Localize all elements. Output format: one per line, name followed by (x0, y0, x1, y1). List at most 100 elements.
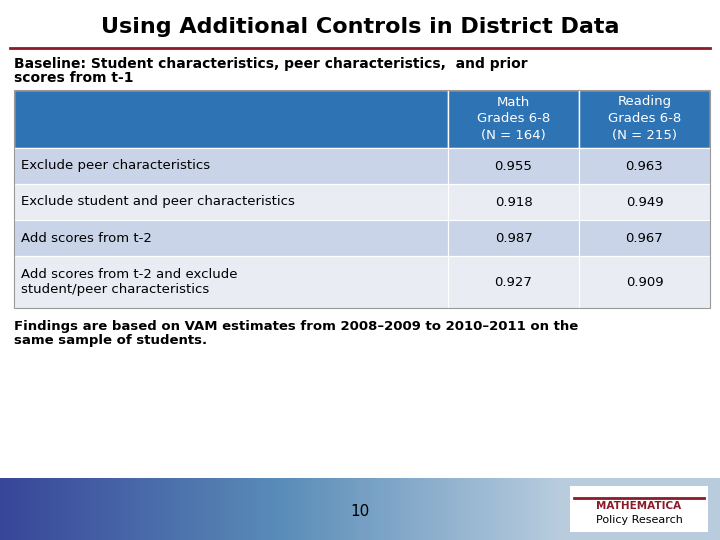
Bar (297, 478, 300, 540)
Bar (114, 478, 117, 540)
Bar (538, 478, 541, 540)
Bar (196, 478, 199, 540)
Bar (271, 478, 274, 540)
Bar (516, 478, 518, 540)
Bar (269, 478, 271, 540)
Bar (384, 478, 387, 540)
Bar (95, 478, 98, 540)
Bar (73, 478, 76, 540)
Bar (412, 478, 415, 540)
Bar (541, 478, 543, 540)
Bar (14, 184, 448, 220)
Bar (274, 478, 277, 540)
Bar (59, 478, 62, 540)
Bar (107, 478, 109, 540)
Bar (476, 478, 479, 540)
Bar (437, 478, 440, 540)
Bar (397, 478, 400, 540)
Bar (459, 478, 462, 540)
Bar (76, 478, 78, 540)
Bar (560, 478, 720, 540)
Bar (37, 478, 39, 540)
Bar (325, 478, 328, 540)
Bar (14, 90, 448, 148)
Bar (479, 478, 482, 540)
Bar (160, 478, 163, 540)
Bar (165, 478, 168, 540)
Bar (258, 478, 261, 540)
Bar (53, 478, 56, 540)
Bar (135, 478, 138, 540)
Bar (291, 478, 294, 540)
Text: 0.949: 0.949 (626, 195, 663, 208)
Bar (98, 478, 101, 540)
Bar (240, 478, 243, 540)
Bar (62, 478, 64, 540)
Bar (163, 478, 165, 540)
Bar (314, 478, 316, 540)
Bar (403, 478, 406, 540)
Bar (176, 478, 179, 540)
Text: Reading
Grades 6-8
(N = 215): Reading Grades 6-8 (N = 215) (608, 96, 681, 143)
Bar (366, 478, 369, 540)
Text: Findings are based on VAM estimates from 2008–2009 to 2010–2011 on the: Findings are based on VAM estimates from… (14, 320, 578, 333)
Text: scores from t-1: scores from t-1 (14, 71, 133, 85)
Bar (316, 478, 319, 540)
Bar (456, 478, 459, 540)
Bar (333, 478, 336, 540)
Bar (448, 256, 579, 308)
Bar (22, 478, 25, 540)
Bar (215, 478, 218, 540)
Bar (482, 478, 485, 540)
Bar (529, 478, 532, 540)
Bar (308, 478, 311, 540)
Bar (473, 478, 476, 540)
Text: same sample of students.: same sample of students. (14, 334, 207, 347)
Bar (151, 478, 154, 540)
Bar (470, 478, 473, 540)
Bar (117, 478, 120, 540)
Bar (145, 478, 148, 540)
Bar (305, 478, 308, 540)
Bar (154, 478, 157, 540)
Bar (523, 478, 526, 540)
Bar (210, 478, 213, 540)
Bar (104, 478, 107, 540)
Bar (9, 478, 12, 540)
Bar (243, 478, 246, 540)
Bar (204, 478, 207, 540)
Bar (428, 478, 431, 540)
Bar (45, 478, 48, 540)
Bar (31, 478, 34, 540)
Bar (14, 148, 448, 184)
Bar (174, 478, 176, 540)
Bar (507, 478, 510, 540)
Bar (112, 478, 114, 540)
Bar (70, 478, 73, 540)
Bar (185, 478, 188, 540)
Bar (579, 184, 710, 220)
Bar (233, 478, 235, 540)
Bar (381, 478, 384, 540)
Text: Exclude peer characteristics: Exclude peer characteristics (21, 159, 210, 172)
Bar (266, 478, 269, 540)
Bar (3, 478, 6, 540)
Bar (359, 478, 361, 540)
Bar (0, 478, 3, 540)
Bar (554, 478, 557, 540)
Text: 0.963: 0.963 (626, 159, 663, 172)
Bar (92, 478, 95, 540)
Bar (199, 478, 202, 540)
Bar (311, 478, 314, 540)
Bar (193, 478, 196, 540)
Bar (264, 478, 266, 540)
Text: 0.918: 0.918 (495, 195, 532, 208)
Bar (579, 90, 710, 148)
Bar (157, 478, 160, 540)
Bar (364, 478, 366, 540)
Bar (148, 478, 151, 540)
Bar (171, 478, 174, 540)
Bar (48, 478, 50, 540)
Bar (339, 478, 341, 540)
Text: 0.927: 0.927 (495, 275, 532, 288)
